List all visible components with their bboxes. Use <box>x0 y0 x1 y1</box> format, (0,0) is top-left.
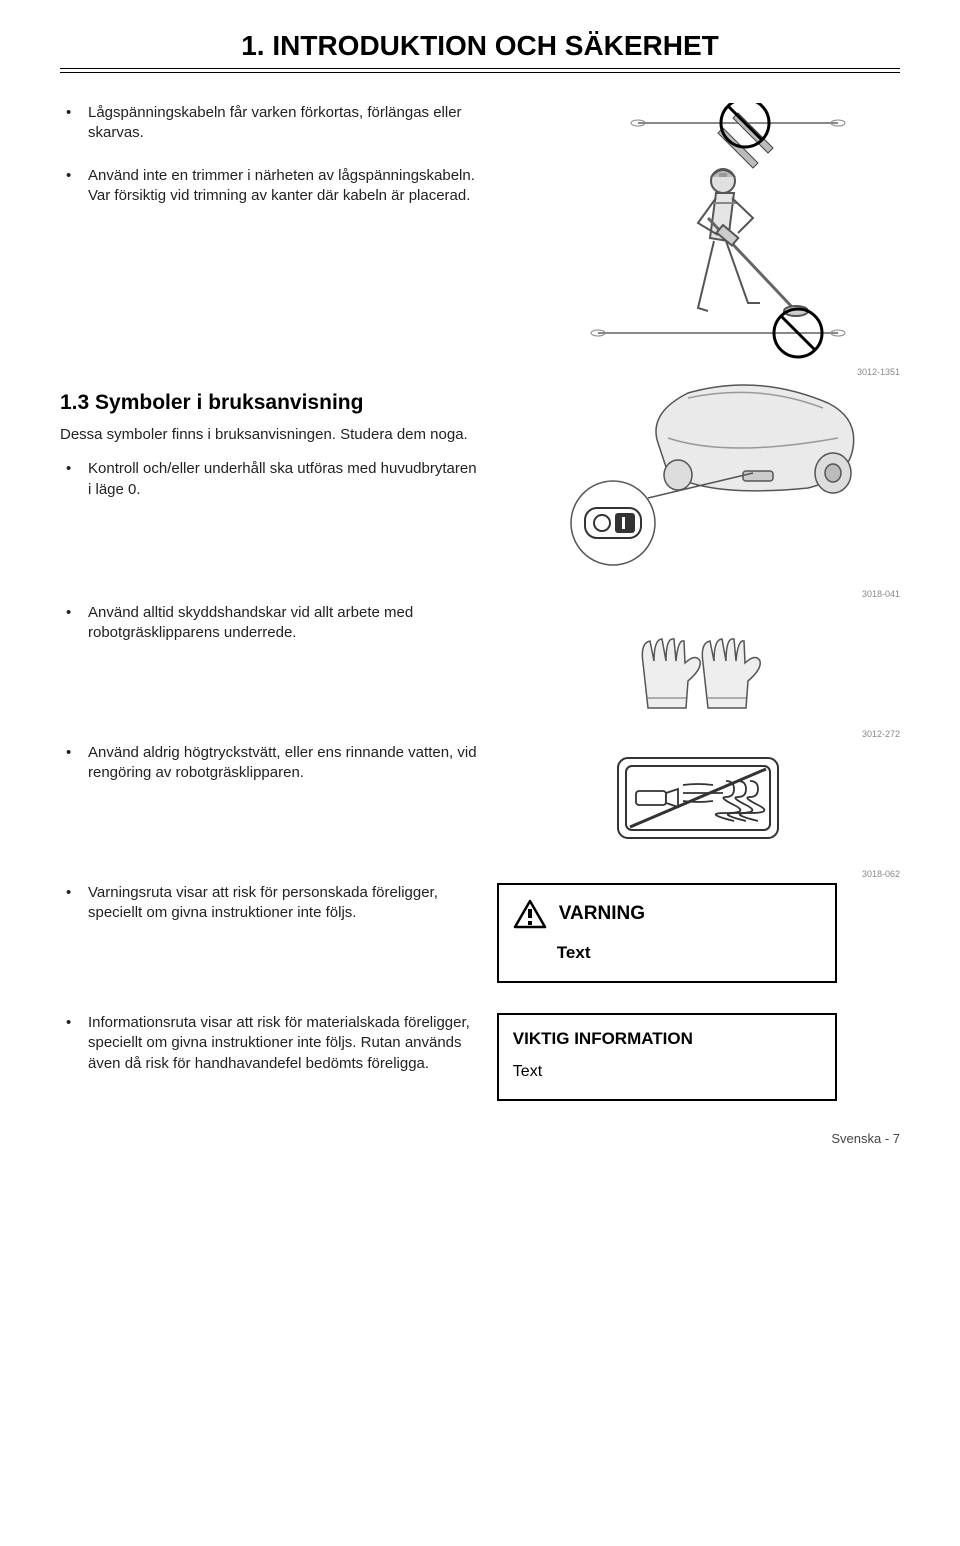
chapter-title: 1. INTRODUKTION OCH SÄKERHET <box>60 30 900 69</box>
col-right-gloves: 3018-041 <box>497 603 900 723</box>
row-gloves: Använd alltid skyddshandskar vid allt ar… <box>60 603 900 723</box>
bullets-1-3: Kontroll och/eller underhåll ska utföras… <box>60 459 477 500</box>
bullet-gloves: Använd alltid skyddshandskar vid allt ar… <box>60 603 477 644</box>
bullet-warning: Varningsruta visar att risk för personsk… <box>60 883 477 924</box>
fig-code-2: 3018-041 <box>862 589 900 599</box>
warning-head: VARNING <box>513 899 821 929</box>
bullets-wash: Använd aldrig högtryckstvätt, eller ens … <box>60 743 477 784</box>
section-heading-1-3: 1.3 Symboler i bruksanvisning <box>60 391 477 415</box>
intro-bullets: Lågspänningskabeln får varken förkortas,… <box>60 103 477 206</box>
gloves-illustration <box>497 603 900 723</box>
warning-text: Text <box>557 943 821 963</box>
col-left-gloves: Använd alltid skyddshandskar vid allt ar… <box>60 603 497 723</box>
col-left-wash: Använd aldrig högtryckstvätt, eller ens … <box>60 743 497 853</box>
info-text: Text <box>513 1063 821 1081</box>
warning-box: VARNING Text <box>497 883 837 983</box>
col-right-mower <box>497 373 900 573</box>
col-right-info: VIKTIG INFORMATION Text <box>497 1013 900 1101</box>
bullet-wash: Använd aldrig högtryckstvätt, eller ens … <box>60 743 477 784</box>
row-warning: Varningsruta visar att risk för personsk… <box>60 883 900 983</box>
row-intro: Lågspänningskabeln får varken förkortas,… <box>60 103 900 363</box>
mower-illustration <box>497 373 900 573</box>
section-intro-1-3: Dessa symboler finns i bruksanvisningen.… <box>60 425 477 445</box>
col-left-1-3: 1.3 Symboler i bruksanvisning Dessa symb… <box>60 373 497 573</box>
row-wash: Använd aldrig högtryckstvätt, eller ens … <box>60 743 900 853</box>
bullets-warning: Varningsruta visar att risk för personsk… <box>60 883 477 924</box>
bullet-cable: Lågspänningskabeln får varken förkortas,… <box>60 103 477 144</box>
col-right-warning: 3018-062 VARNING Text <box>497 883 900 983</box>
warning-triangle-icon <box>513 899 547 929</box>
trimmer-illustration <box>497 103 900 363</box>
col-right-trimmer: 3012-1351 <box>497 103 900 363</box>
info-box: VIKTIG INFORMATION Text <box>497 1013 837 1101</box>
bullets-gloves: Använd alltid skyddshandskar vid allt ar… <box>60 603 477 644</box>
fig-code-4: 3018-062 <box>862 869 900 879</box>
bullet-trimmer: Använd inte en trimmer i närheten av låg… <box>60 166 477 207</box>
bullet-mainswitch: Kontroll och/eller underhåll ska utföras… <box>60 459 477 500</box>
col-right-wash: 3012-272 <box>497 743 900 853</box>
no-wash-illustration <box>497 743 900 853</box>
row-section-1-3: 1.3 Symboler i bruksanvisning Dessa symb… <box>60 373 900 573</box>
bullet-info: Informationsruta visar att risk för mate… <box>60 1013 477 1074</box>
bullets-info: Informationsruta visar att risk för mate… <box>60 1013 477 1074</box>
page-footer: Svenska - 7 <box>60 1131 900 1146</box>
chapter-rule <box>60 72 900 73</box>
col-left-info: Informationsruta visar att risk för mate… <box>60 1013 497 1101</box>
fig-code-3: 3012-272 <box>862 729 900 739</box>
info-label: VIKTIG INFORMATION <box>513 1029 821 1049</box>
col-left-intro: Lågspänningskabeln får varken förkortas,… <box>60 103 497 363</box>
col-left-warning: Varningsruta visar att risk för personsk… <box>60 883 497 983</box>
row-info: Informationsruta visar att risk för mate… <box>60 1013 900 1101</box>
warning-label: VARNING <box>559 903 645 925</box>
manual-page: 1. INTRODUKTION OCH SÄKERHET Lågspänning… <box>0 0 960 1166</box>
